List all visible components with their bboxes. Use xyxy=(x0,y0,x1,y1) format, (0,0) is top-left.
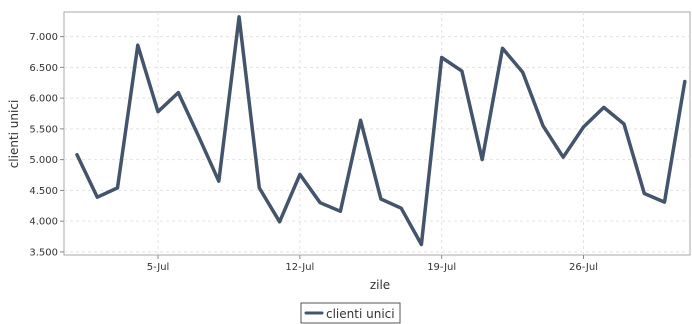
series-group xyxy=(75,15,687,247)
y-tick-label: 6.000 xyxy=(29,94,58,105)
legend: clienti unici xyxy=(300,302,401,324)
plot-background xyxy=(63,11,691,256)
x-axis-title: zile xyxy=(370,278,390,292)
y-tick-label: 5.500 xyxy=(29,124,58,135)
legend-box xyxy=(300,302,401,324)
y-tick-label: 3.500 xyxy=(29,247,58,258)
x-tick-label: 26-Jul xyxy=(569,262,598,273)
y-tick-label: 7.000 xyxy=(29,32,58,43)
series-line-clienti-unici xyxy=(75,15,687,247)
legend-label: clienti unici xyxy=(326,307,395,321)
y-tick-label: 4.500 xyxy=(29,186,58,197)
x-tick-label: 19-Jul xyxy=(427,262,456,273)
y-tick-label: 5.000 xyxy=(29,155,58,166)
plot-area: 3.500 4.000 4.500 5.000 5.500 6.000 6.500 7.000… xyxy=(29,11,691,273)
y-axis: 3.500 4.000 4.500 5.000 5.500 6.000 6.500 7.000 xyxy=(29,32,64,258)
y-axis-title: clienti unici xyxy=(7,100,21,169)
x-tick-label: 5-Jul xyxy=(147,262,170,273)
y-tick-label: 6.500 xyxy=(29,63,58,74)
x-axis: 5-Jul 12-Jul 19-Jul 26-Jul xyxy=(147,255,598,273)
y-tick-label: 4.000 xyxy=(29,217,58,228)
x-tick-label: 12-Jul xyxy=(285,262,314,273)
